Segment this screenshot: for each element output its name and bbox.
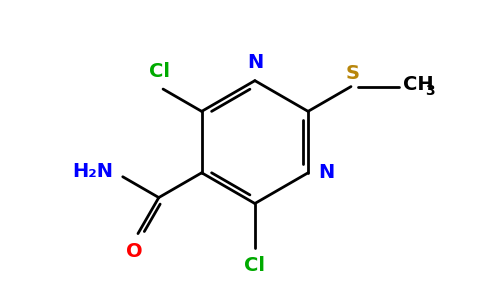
Text: N: N [247,53,263,72]
Text: CH: CH [404,75,434,94]
Text: 3: 3 [425,84,435,98]
Text: Cl: Cl [149,62,169,81]
Text: O: O [126,242,142,260]
Text: H₂N: H₂N [72,162,113,181]
Text: Cl: Cl [244,256,265,275]
Text: S: S [346,64,360,83]
Text: N: N [318,163,334,182]
